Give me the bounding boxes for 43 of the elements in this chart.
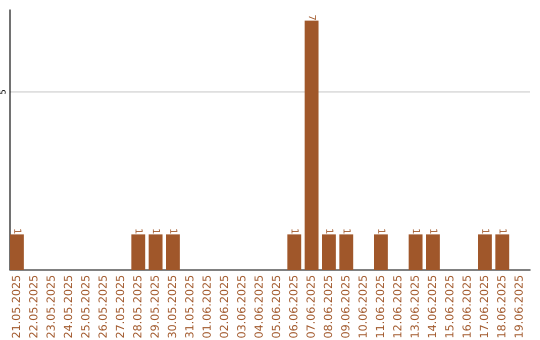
x-tick-label: 08.06.2025 (324, 276, 332, 338)
x-tick-label: 13.06.2025 (410, 276, 419, 338)
data-label: 1 (170, 229, 178, 234)
data-label: 1 (482, 229, 490, 234)
data-label: 7 (308, 15, 316, 20)
x-tick-label: 01.06.2025 (202, 276, 211, 338)
x-tick-label: 05.06.2025 (272, 276, 280, 338)
x-tick-label: 03.06.2025 (237, 276, 246, 338)
x-tick-label: 17.06.2025 (480, 276, 488, 338)
data-label: 1 (378, 229, 386, 234)
x-tick-label: 31.05.2025 (185, 276, 194, 338)
x-tick-label: 29.05.2025 (150, 276, 159, 338)
x-tick-label: 06.06.2025 (289, 276, 298, 338)
x-tick-label: 11.06.2025 (376, 276, 384, 338)
x-tick-label: 30.05.2025 (168, 276, 176, 338)
x-tick-label: 26.05.2025 (98, 276, 107, 338)
data-label: 1 (412, 229, 420, 234)
x-tick-label: 23.05.2025 (46, 276, 55, 338)
data-label: 1 (344, 229, 351, 234)
data-label: 1 (152, 229, 160, 234)
x-tick-label: 25.05.2025 (81, 276, 90, 338)
x-tick-label: 04.06.2025 (254, 276, 263, 338)
data-label: 1 (500, 229, 507, 234)
data-label: 1 (430, 229, 438, 234)
x-tick-label: 10.06.2025 (358, 276, 367, 338)
x-tick-label: 14.06.2025 (428, 276, 436, 338)
x-tick-label: 18.06.2025 (497, 276, 506, 338)
data-label: 1 (326, 229, 334, 234)
x-tick-label: 27.05.2025 (116, 276, 124, 338)
data-label: 1 (136, 229, 143, 234)
x-tick-label: 21.05.2025 (12, 276, 20, 338)
x-tick-label: 15.06.2025 (445, 276, 454, 338)
x-tick-label: 22.05.2025 (29, 276, 38, 338)
x-tick-label: 02.06.2025 (220, 276, 228, 338)
data-label: 1 (292, 229, 299, 234)
x-tick-label: 19.06.2025 (514, 276, 523, 338)
x-tick-label: 16.06.2025 (462, 276, 471, 338)
x-tick-label: 07.06.2025 (306, 276, 315, 338)
x-tick-label: 24.05.2025 (64, 276, 72, 338)
x-tick-label: 28.05.2025 (133, 276, 142, 338)
x-tick-label: 09.06.2025 (341, 276, 350, 338)
data-label: 1 (14, 229, 22, 234)
x-tick-label: 12.06.2025 (393, 276, 402, 338)
